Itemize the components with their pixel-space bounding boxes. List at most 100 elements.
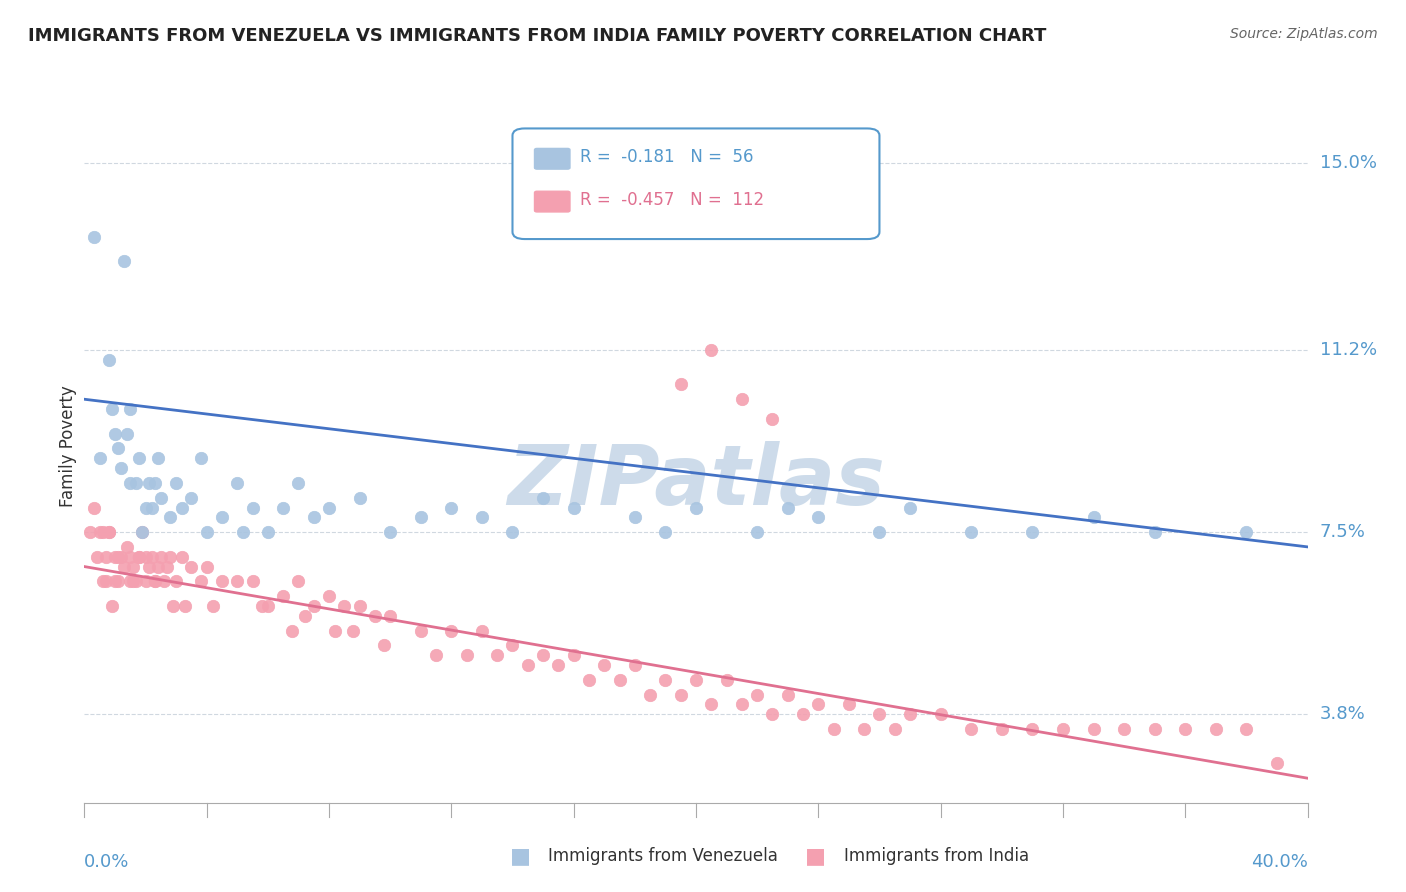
Point	[731, 698, 754, 712]
Point	[128, 451, 150, 466]
Point	[112, 254, 135, 268]
Point	[1265, 756, 1288, 771]
Point	[149, 491, 172, 505]
Point	[562, 648, 585, 662]
Point	[669, 688, 692, 702]
Point	[159, 549, 181, 564]
Point	[1236, 525, 1258, 540]
Point	[110, 461, 132, 475]
Point	[226, 574, 249, 589]
Point	[138, 475, 160, 490]
Point	[380, 525, 402, 540]
Point	[211, 510, 233, 524]
Point	[562, 500, 585, 515]
Point	[190, 574, 212, 589]
Point	[318, 500, 340, 515]
Point	[502, 638, 524, 652]
Point	[700, 343, 723, 357]
Point	[83, 500, 105, 515]
Point	[471, 624, 494, 638]
Point	[101, 402, 124, 417]
Text: ■: ■	[510, 847, 530, 866]
Point	[211, 574, 233, 589]
Point	[409, 510, 432, 524]
Point	[143, 475, 166, 490]
Point	[1174, 722, 1197, 736]
Point	[97, 525, 120, 540]
Point	[115, 426, 138, 441]
Point	[190, 451, 212, 466]
Point	[838, 698, 860, 712]
Point	[83, 230, 105, 244]
Point	[128, 549, 150, 564]
Point	[242, 574, 264, 589]
Point	[91, 574, 114, 589]
Point	[120, 402, 142, 417]
Point	[89, 451, 111, 466]
Point	[165, 475, 187, 490]
Text: Immigrants from Venezuela: Immigrants from Venezuela	[548, 847, 778, 865]
Point	[349, 491, 371, 505]
Y-axis label: Family Poverty: Family Poverty	[59, 385, 77, 507]
Text: 11.2%: 11.2%	[1320, 341, 1376, 359]
Point	[531, 648, 554, 662]
Point	[131, 525, 153, 540]
Point	[91, 525, 114, 540]
FancyBboxPatch shape	[513, 128, 880, 239]
Point	[716, 673, 738, 687]
Point	[201, 599, 224, 613]
Point	[294, 608, 316, 623]
Point	[143, 574, 166, 589]
Point	[1083, 510, 1105, 524]
Text: ZIPatlas: ZIPatlas	[508, 442, 884, 522]
Point	[654, 525, 676, 540]
Point	[364, 608, 387, 623]
Point	[302, 510, 325, 524]
Point	[180, 491, 202, 505]
Point	[1052, 722, 1074, 736]
Point	[776, 500, 799, 515]
Text: 3.8%: 3.8%	[1320, 706, 1365, 723]
Text: 0.0%: 0.0%	[84, 853, 129, 871]
Point	[669, 377, 692, 392]
Point	[333, 599, 356, 613]
Text: Source: ZipAtlas.com: Source: ZipAtlas.com	[1230, 27, 1378, 41]
Point	[110, 549, 132, 564]
FancyBboxPatch shape	[534, 148, 569, 169]
Point	[342, 624, 364, 638]
Point	[172, 549, 194, 564]
Point	[685, 673, 707, 687]
Point	[122, 559, 145, 574]
Point	[79, 525, 101, 540]
Point	[281, 624, 304, 638]
Point	[120, 574, 142, 589]
Point	[146, 451, 169, 466]
Point	[242, 500, 264, 515]
Point	[172, 500, 194, 515]
Point	[125, 574, 148, 589]
Point	[97, 525, 120, 540]
Point	[135, 574, 157, 589]
Point	[287, 574, 309, 589]
Text: 40.0%: 40.0%	[1251, 853, 1308, 871]
Point	[685, 500, 707, 515]
Point	[1114, 722, 1136, 736]
Point	[960, 525, 983, 540]
Point	[226, 475, 249, 490]
Point	[120, 475, 142, 490]
Point	[94, 574, 117, 589]
Point	[960, 722, 983, 736]
Point	[853, 722, 876, 736]
Point	[287, 475, 309, 490]
Point	[107, 549, 129, 564]
Point	[195, 525, 218, 540]
Point	[792, 707, 814, 722]
Point	[761, 707, 783, 722]
Point	[531, 491, 554, 505]
Point	[250, 599, 273, 613]
Point	[104, 574, 127, 589]
Point	[257, 599, 280, 613]
Point	[929, 707, 952, 722]
Text: R =  -0.457   N =  112: R = -0.457 N = 112	[579, 191, 763, 209]
Point	[761, 412, 783, 426]
